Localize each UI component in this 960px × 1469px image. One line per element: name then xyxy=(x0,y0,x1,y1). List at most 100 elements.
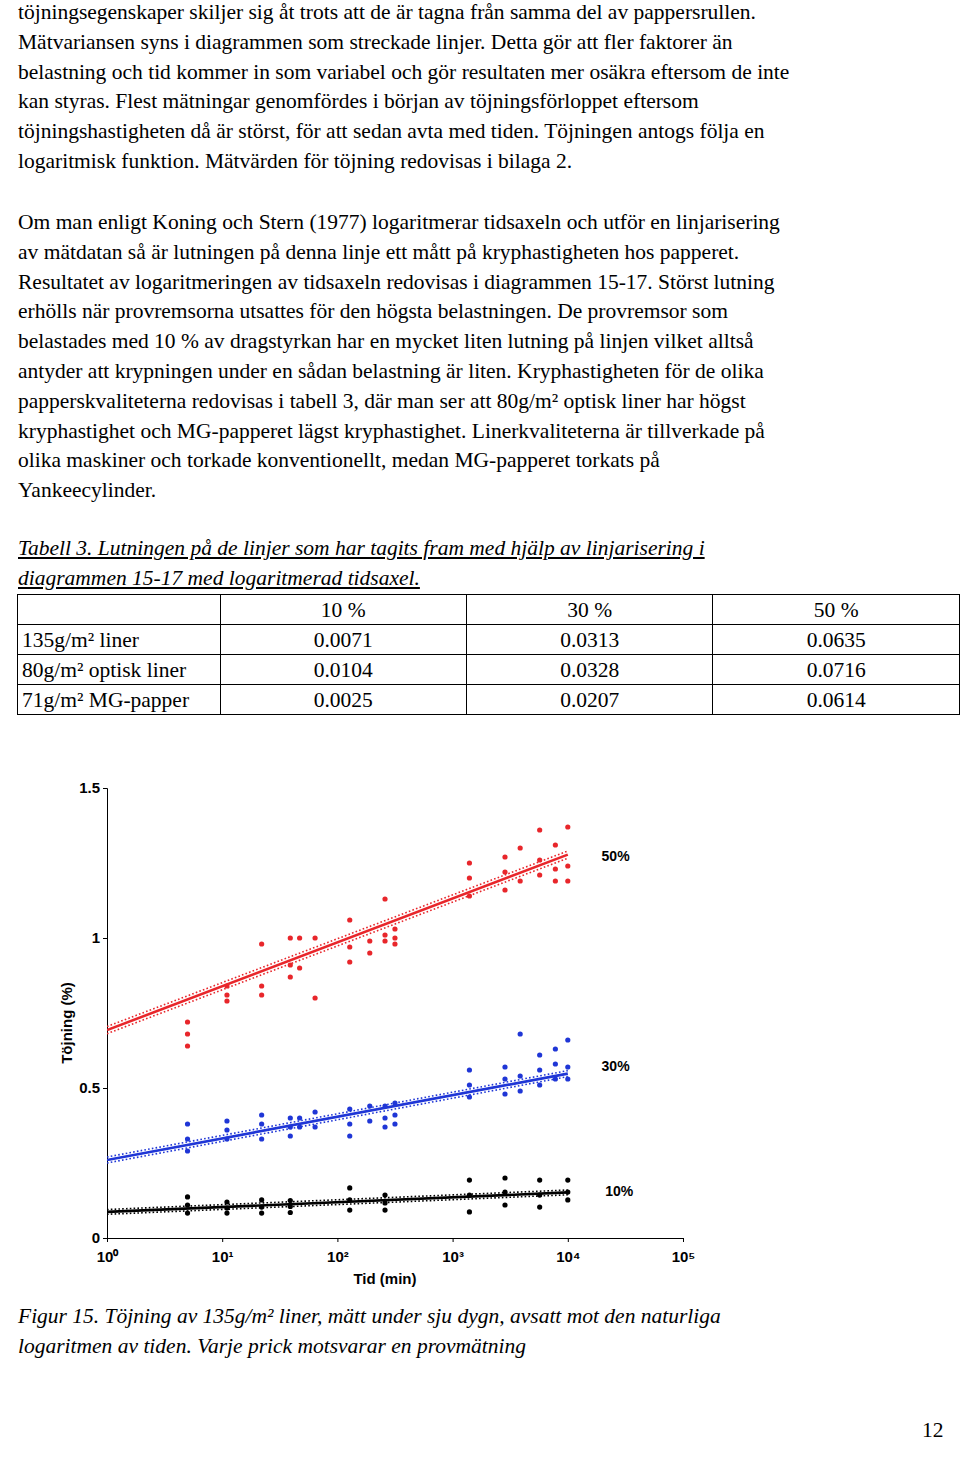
x-tick-mark xyxy=(453,1238,454,1242)
table-cell: 0.0104 xyxy=(220,655,466,685)
data-point xyxy=(224,1127,229,1132)
y-tick: 0 xyxy=(92,1229,107,1246)
y-tick-mark xyxy=(103,938,107,939)
y-tick-label: 1 xyxy=(92,929,100,946)
table-cell: 71g/m² MG-papper xyxy=(18,685,221,715)
x-tick: 10⁰ xyxy=(97,1238,120,1265)
data-point xyxy=(537,827,542,832)
paragraph-line: Mätvariansen syns i diagrammen som strec… xyxy=(18,30,733,54)
paragraph-line: olika maskiner och torkade konventionell… xyxy=(18,448,660,472)
table-cell: 0.0313 xyxy=(467,625,713,655)
data-point xyxy=(288,935,293,940)
data-point xyxy=(259,1211,264,1216)
data-point xyxy=(502,1064,507,1069)
data-point xyxy=(312,1124,317,1129)
data-point xyxy=(224,1211,229,1216)
data-point xyxy=(518,1073,523,1078)
x-tick-label: 10² xyxy=(327,1248,349,1265)
y-tick-mark xyxy=(103,1238,107,1239)
x-tick-label: 10⁵ xyxy=(672,1248,696,1265)
data-point xyxy=(467,1209,472,1214)
data-point xyxy=(185,1148,190,1153)
data-point xyxy=(185,1019,190,1024)
data-point xyxy=(502,1175,507,1180)
data-point xyxy=(467,1178,472,1183)
data-point xyxy=(347,959,352,964)
x-tick: 10³ xyxy=(442,1238,464,1265)
data-point xyxy=(502,854,507,859)
data-point xyxy=(467,1082,472,1087)
data-point xyxy=(565,824,570,829)
data-point xyxy=(392,1112,397,1117)
data-point xyxy=(259,1112,264,1117)
y-tick-label: 0 xyxy=(92,1229,100,1246)
data-point xyxy=(382,896,387,901)
page-number: 12 xyxy=(922,1418,944,1442)
y-axis-title: Töjning (%) xyxy=(58,982,75,1064)
fit-band xyxy=(107,1195,568,1215)
fit-band xyxy=(107,851,568,1027)
paragraph-line: erhölls när provremsorna utsattes för de… xyxy=(18,299,728,323)
y-tick-mark xyxy=(103,1088,107,1089)
fit-band xyxy=(107,1190,568,1210)
annotation: 30% xyxy=(602,1058,631,1074)
data-point xyxy=(382,938,387,943)
data-point xyxy=(367,1118,372,1123)
data-point xyxy=(392,1121,397,1126)
data-point xyxy=(502,1076,507,1081)
x-tick: 10⁵ xyxy=(672,1238,696,1265)
x-tick: 10⁴ xyxy=(556,1238,580,1265)
paragraph-line: belastning och tid kommer in som variabe… xyxy=(18,60,789,84)
data-point xyxy=(382,1193,387,1198)
data-point xyxy=(467,875,472,880)
data-point xyxy=(259,992,264,997)
data-point xyxy=(347,1208,352,1213)
data-point xyxy=(553,1046,558,1051)
y-tick-mark xyxy=(103,788,107,789)
x-axis: 10⁰10¹10²10³10⁴10⁵ xyxy=(97,1238,696,1265)
paragraph-line: Yankeecylinder. xyxy=(18,478,156,502)
data-point xyxy=(537,1205,542,1210)
y-tick: 1.5 xyxy=(79,779,107,796)
data-point xyxy=(259,941,264,946)
data-point xyxy=(259,1121,264,1126)
y-axis-line xyxy=(103,789,108,1239)
table-header: 30 % xyxy=(467,595,713,625)
data-point xyxy=(312,935,317,940)
chart: 10⁰10¹10²10³10⁴10⁵00.511.5Tid (min)Töjni… xyxy=(0,0,960,1469)
x-tick-label: 10⁴ xyxy=(556,1248,580,1265)
y-tick: 0.5 xyxy=(79,1079,107,1096)
fit-line xyxy=(107,855,568,1031)
table-cell: 80g/m² optisk liner xyxy=(18,655,221,685)
x-tick-mark xyxy=(683,1238,684,1242)
data-point xyxy=(367,938,372,943)
data-point xyxy=(347,1185,352,1190)
data-point xyxy=(553,1061,558,1066)
paragraph-line: Resultatet av logaritmeringen av tidsaxe… xyxy=(18,270,775,294)
data-point xyxy=(288,974,293,979)
data-point xyxy=(565,863,570,868)
data-point xyxy=(259,1197,264,1202)
data-point xyxy=(502,869,507,874)
data-point xyxy=(382,1124,387,1129)
table-header: 50 % xyxy=(713,595,960,625)
table-cell: 0.0716 xyxy=(713,655,960,685)
data-point xyxy=(565,878,570,883)
table-cell: 0.0614 xyxy=(713,685,960,715)
data-point xyxy=(185,1043,190,1048)
data-point xyxy=(382,1208,387,1213)
x-tick-mark xyxy=(222,1238,223,1242)
data-point xyxy=(537,1067,542,1072)
fit-line xyxy=(107,1074,568,1160)
paragraph-line: logaritmisk funktion. Mätvärden för töjn… xyxy=(18,149,572,173)
table-cell: 0.0071 xyxy=(220,625,466,655)
x-tick-mark xyxy=(568,1238,569,1242)
data-point xyxy=(224,998,229,1003)
data-point xyxy=(185,1194,190,1199)
data-point xyxy=(288,1115,293,1120)
paragraph-line: töjningsegenskaper skiljer sig åt trots … xyxy=(18,0,756,24)
fit-band xyxy=(107,858,568,1033)
annotation: 50% xyxy=(602,848,631,864)
data-point xyxy=(518,845,523,850)
paragraph-line: belastades med 10 % av dragstyrkan har e… xyxy=(18,329,754,353)
